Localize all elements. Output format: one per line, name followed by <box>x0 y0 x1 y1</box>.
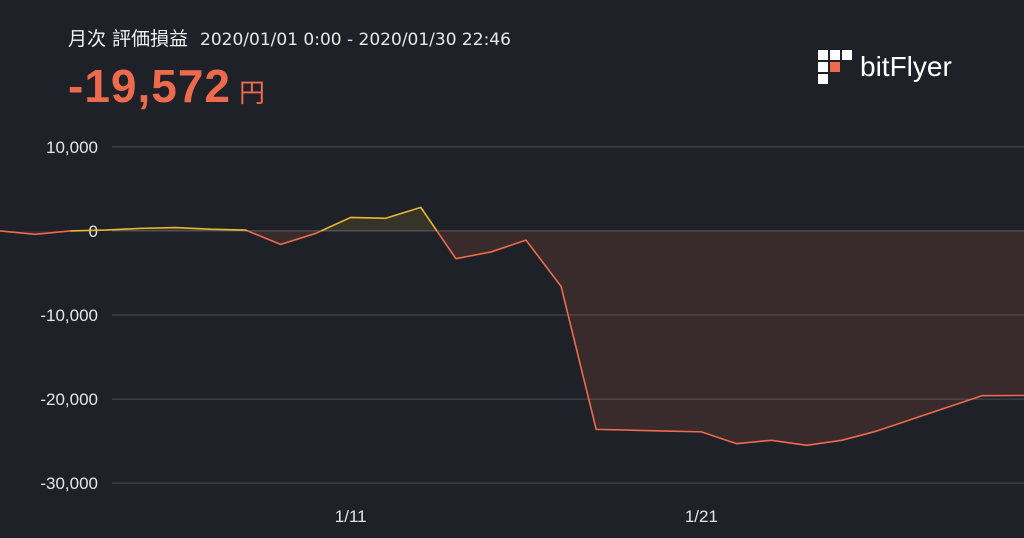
period-row: 月次 評価損益 2020/01/01 0:00 - 2020/01/30 22:4… <box>68 24 511 51</box>
x-tick-label: 1/21 <box>685 507 718 526</box>
loss-area-1 <box>0 230 71 235</box>
period-label: 月次 評価損益 <box>68 28 189 50</box>
y-tick-label: -20,000 <box>40 390 98 409</box>
gain-area-4 <box>321 207 437 231</box>
gain-line-4 <box>320 206 438 232</box>
x-tick-label: 1/11 <box>335 507 367 526</box>
currency-unit: 円 <box>239 79 266 109</box>
loss-area-3 <box>247 230 322 245</box>
loss-area-5 <box>436 230 1024 446</box>
y-tick-label: 0 <box>89 222 98 241</box>
brand-logo: bitFlyer <box>818 50 952 84</box>
amount-row: -19,572 円 <box>68 59 511 113</box>
y-tick-label: -30,000 <box>40 474 98 493</box>
loss-line-1 <box>0 230 71 236</box>
gain-line-2 <box>70 226 248 232</box>
header: 月次 評価損益 2020/01/01 0:00 - 2020/01/30 22:4… <box>68 24 511 113</box>
y-tick-label: 10,000 <box>46 138 98 157</box>
bitflyer-logo-icon <box>818 50 852 84</box>
loss-line-5 <box>436 230 1024 447</box>
profit-loss-amount: -19,572 <box>68 60 232 112</box>
loss-line-3 <box>247 230 322 246</box>
y-tick-label: -10,000 <box>40 306 98 325</box>
period-range: 2020/01/01 0:00 - 2020/01/30 22:46 <box>200 30 511 50</box>
brand-name: bitFlyer <box>860 51 952 82</box>
